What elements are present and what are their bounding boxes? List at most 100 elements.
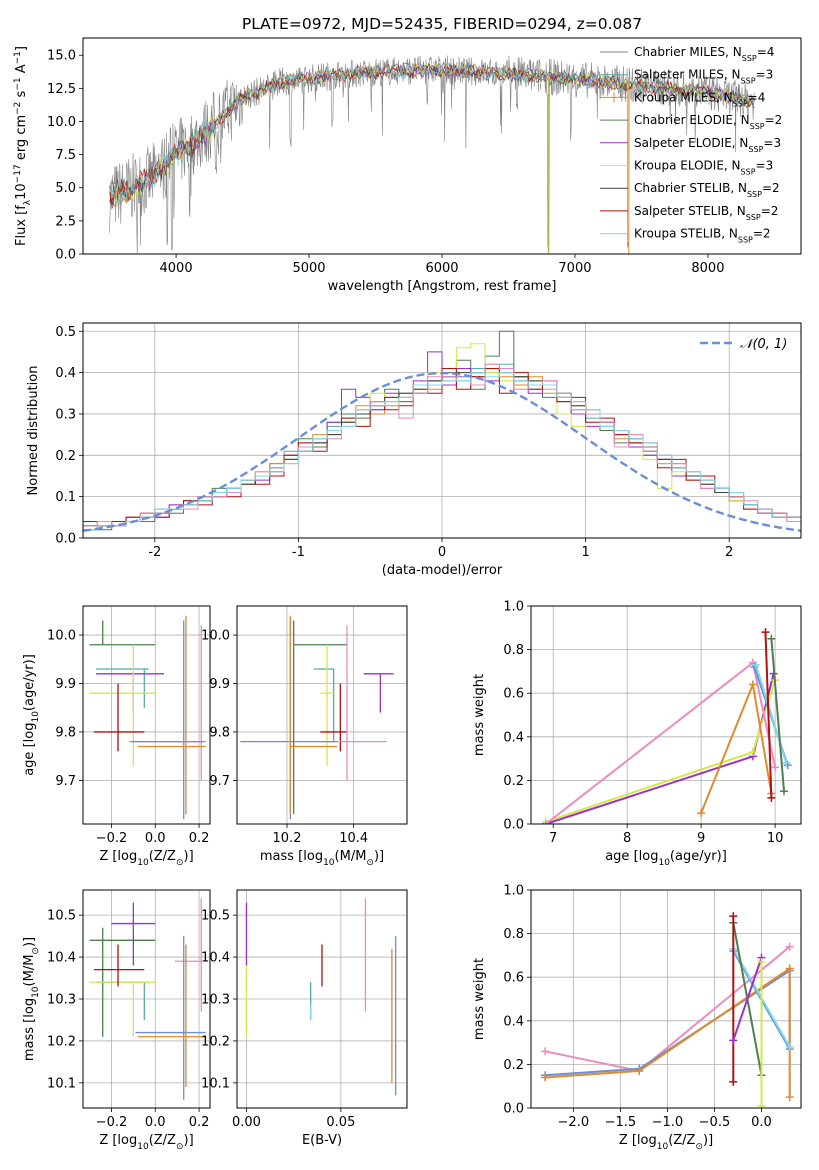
- y-tick-label: 0.4: [503, 730, 524, 745]
- plus-marker: [767, 793, 776, 802]
- y-tick-label: 10.3: [47, 993, 76, 1008]
- y-tick-label: 9.8: [209, 725, 230, 740]
- x-tick-label: 10.4: [339, 831, 368, 846]
- plus-marker: [785, 942, 794, 951]
- x-tick-label: 9: [697, 831, 705, 846]
- y-tick-label: 10.1: [201, 1076, 230, 1091]
- legend-label: Chabrier STELIB, NSSP=2: [634, 181, 780, 199]
- model-spectrum-line: [109, 62, 755, 205]
- y-tick-label: 10.2: [201, 1034, 230, 1049]
- line-marks: [541, 628, 792, 824]
- y-tick-label: 0.8: [503, 643, 524, 658]
- y-tick-label: 10.0: [47, 115, 76, 130]
- y-tick-label: 0.6: [503, 971, 524, 986]
- errorbar-point: [320, 683, 347, 752]
- errorbar-point: [96, 981, 149, 1020]
- y-tick-label: 9.9: [55, 677, 76, 692]
- mass-vs-extinction-panel: 0.00 0.05 10.1 10.2 10.3 10.4 10.5 E(B-V): [201, 889, 408, 1148]
- legend-label: 𝒩(0, 1): [740, 337, 787, 352]
- plus-marker: [541, 1047, 550, 1056]
- plus-marker: [782, 758, 791, 767]
- y-tick-label: 0.5: [55, 325, 76, 340]
- y-tick-label: 0.1: [55, 490, 76, 505]
- y-tick-label: 1.0: [503, 600, 524, 615]
- y-tick-label: 0.3: [55, 407, 76, 422]
- errorbar-marks: [89, 615, 206, 820]
- histogram-steps: [83, 330, 801, 538]
- plus-marker: [779, 787, 788, 796]
- plus-marker: [541, 820, 550, 824]
- plus-marker: [771, 763, 780, 772]
- x-axis-label: age [log10(age/yr)]: [605, 849, 727, 868]
- model-spectrum-line: [109, 62, 755, 206]
- x-tick-label: 10: [767, 831, 784, 846]
- age-vs-mass-panel: 10.2 10.4 9.7 9.8 9.9 10.0 mass [log10(M/M⊙)]: [201, 605, 408, 868]
- plus-marker: [761, 628, 770, 637]
- x-axis-label: Z [log10(Z/Z⊙)]: [99, 849, 193, 868]
- y-tick-label: 2.5: [55, 214, 76, 229]
- errorbar-point: [363, 673, 394, 713]
- x-tick-label: 0.0: [145, 831, 166, 846]
- x-tick-label: -1: [292, 545, 305, 560]
- axes-frame: [530, 605, 802, 825]
- model-spectrum-line: [109, 62, 755, 203]
- x-axis-label: Z [log10(Z/Z⊙)]: [619, 1133, 713, 1152]
- y-tick-label: 10.1: [47, 1076, 76, 1091]
- x-tick-label: 6000: [425, 261, 458, 276]
- residual-histogram-panel: -2 -1 0 1 2 0.0 0.1 0.2 0.3 0.4 0.5 (data-model)/er…: [26, 322, 802, 578]
- x-tick-label: 0.2: [189, 1115, 210, 1130]
- y-tick-label: 9.9: [209, 677, 230, 692]
- mass-vs-metallicity-panel: −0.2 0.0 0.2 10.1 10.2 10.3 10.4 10.5 Z [log10(Z…: [22, 889, 211, 1152]
- x-axis-label: wavelength [Angstrom, rest frame]: [328, 279, 557, 294]
- plus-marker: [785, 1093, 794, 1102]
- y-tick-label: 9.7: [209, 774, 230, 789]
- errorbar-point: [89, 644, 156, 766]
- y-tick-label: 0.6: [503, 687, 524, 702]
- x-tick-label: 5000: [292, 261, 325, 276]
- errorbar-point: [313, 668, 335, 742]
- y-axis-label: age [log10(age/yr)]: [22, 654, 41, 776]
- x-tick-label: 7: [549, 831, 557, 846]
- plus-marker: [785, 1042, 794, 1051]
- x-tick-label: 10.2: [273, 831, 302, 846]
- legend-label: Chabrier ELODIE, NSSP=2: [634, 113, 782, 131]
- x-tick-label: 8: [623, 831, 631, 846]
- errorbar-point: [128, 625, 202, 781]
- x-tick-label: 1: [581, 545, 589, 560]
- y-tick-label: 10.2: [47, 1034, 76, 1049]
- y-axis-label: mass [log10(M/M⊙)]: [22, 937, 41, 1061]
- x-tick-label: −1.5: [605, 1115, 637, 1130]
- x-tick-label: 4000: [160, 261, 193, 276]
- y-tick-label: 0.0: [55, 532, 76, 547]
- y-tick-label: 0.0: [503, 1102, 524, 1117]
- age-vs-metallicity-panel: −0.2 0.0 0.2 9.7 9.8 9.9 10.0 Z [log10(Z/Z⊙)] ag…: [22, 605, 211, 868]
- y-tick-label: 10.5: [201, 909, 230, 924]
- axes-frame: [236, 889, 408, 1109]
- y-tick-label: 0.4: [503, 1014, 524, 1029]
- plus-marker: [729, 912, 738, 921]
- x-tick-label: 0.0: [751, 1115, 772, 1130]
- y-tick-label: 5.0: [55, 181, 76, 196]
- x-tick-label: 0.2: [189, 831, 210, 846]
- x-tick-label: 8000: [691, 261, 724, 276]
- mass-weight-vs-age-panel: 7 8 9 10 0.0 0.2 0.4 0.6 0.8 1.0 age [log10(age/yr…: [472, 600, 802, 868]
- y-tick-label: 10.0: [201, 629, 230, 644]
- y-tick-label: 0.0: [503, 818, 524, 833]
- y-tick-label: 10.4: [47, 951, 76, 966]
- plus-marker: [748, 680, 757, 689]
- x-tick-label: -2: [148, 545, 161, 560]
- errorbar-point: [89, 620, 156, 646]
- axes-frame: [236, 605, 408, 825]
- series-line: [545, 673, 775, 824]
- axes-frame: [82, 37, 802, 255]
- legend-label: Salpeter ELODIE, NSSP=3: [634, 136, 781, 154]
- mass-weight-vs-metallicity-panel: −2.0 −1.5 −1.0 −0.5 0.0 0.0 0.2 0.4 0.6 0.8 1.0 Z […: [472, 884, 802, 1152]
- axes-frame: [82, 889, 211, 1109]
- y-tick-label: 1.0: [503, 884, 524, 899]
- series-line: [545, 679, 777, 823]
- y-tick-label: 0.2: [503, 774, 524, 789]
- legend-label: Kroupa STELIB, NSSP=2: [634, 227, 771, 245]
- errorbar-marks: [245, 898, 397, 1096]
- plus-marker: [767, 634, 776, 643]
- line-marks: [541, 912, 794, 1108]
